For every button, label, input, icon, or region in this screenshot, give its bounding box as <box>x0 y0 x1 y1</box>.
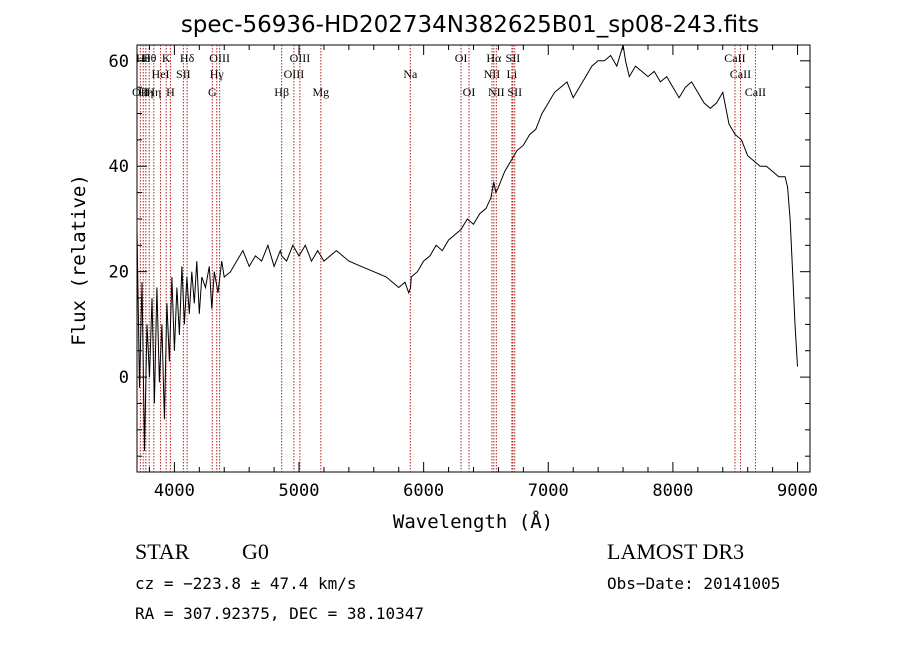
spectral-line-label: NII <box>488 85 505 99</box>
spectral-line-label: Li <box>507 67 518 81</box>
x-axis-label: Wavelength (Å) <box>393 510 553 533</box>
spectral-line-markers <box>139 45 756 472</box>
spectral-line-label: OIII <box>290 51 311 65</box>
y-tick-label: 20 <box>109 263 129 283</box>
spectral-line-label: CaII <box>730 67 751 81</box>
spectral-line-label: SII <box>176 67 191 81</box>
x-tick-label: 8000 <box>652 481 693 501</box>
x-tick-label: 5000 <box>279 481 320 501</box>
y-axis-label: Flux (relative) <box>68 174 90 346</box>
object-subclass: G0 <box>242 539 269 564</box>
spectral-line-label: OIII <box>209 51 230 65</box>
spectral-line-label: OII <box>132 85 149 99</box>
spectral-line-label: Hδ <box>180 51 195 65</box>
spectral-line-label: Hη <box>138 85 153 99</box>
spectral-line-label: SII <box>507 85 522 99</box>
x-tick-label: 9000 <box>777 481 818 501</box>
spectral-line-label: CaII <box>724 51 745 65</box>
chart-title: spec-56936-HD202734N382625B01_sp08-243.f… <box>181 12 759 38</box>
object-class: STAR <box>135 539 190 564</box>
x-tick-label: 7000 <box>528 481 569 501</box>
coordinates: RA = 307.92375, DEC = 38.10347 <box>135 604 424 623</box>
spectral-line-label: Hα <box>486 51 502 65</box>
spectral-line-label: Mg <box>312 85 329 99</box>
spectral-line-label: Hθ <box>142 51 157 65</box>
observation-date: Obs−Date: 20141005 <box>607 574 780 593</box>
spectral-line-label: K <box>162 51 171 65</box>
spectral-line-label: NII <box>484 67 501 81</box>
y-axis-ticks: 0 20 40 60 <box>109 52 810 457</box>
spectrum-line <box>136 44 798 451</box>
y-tick-label: 40 <box>109 157 129 177</box>
x-tick-label: 6000 <box>403 481 444 501</box>
survey-label: LAMOST DR3 <box>607 539 744 564</box>
spectral-line-label: H <box>166 85 175 99</box>
x-axis-ticks: 4000 5000 6000 7000 8000 9000 <box>148 45 818 501</box>
spectral-line-label: CaII <box>745 85 766 99</box>
redshift-cz: cz = −223.8 ± 47.4 km/s <box>135 574 357 593</box>
spectral-line-label: OIII <box>284 67 305 81</box>
spectral-line-label: OI <box>455 51 468 65</box>
spectral-line-label: OI <box>463 85 476 99</box>
x-tick-label: 4000 <box>154 481 195 501</box>
spectral-line-label: SII <box>506 51 521 65</box>
spectral-line-label: Hβ <box>274 85 289 99</box>
spectral-line-label: Hγ <box>210 67 225 81</box>
spectral-line-label: G <box>208 85 217 99</box>
y-tick-label: 60 <box>109 52 129 72</box>
spectral-line-label: Na <box>403 67 418 81</box>
spectral-line-labels: OIIHθHηHθHηHeIKHSIIHδGHγOIIIHβOIIIOIIIMg… <box>132 51 766 99</box>
spectral-line-label: HeI <box>152 67 170 81</box>
spectral-line-label: Hθ <box>136 51 151 65</box>
y-tick-label: 0 <box>119 368 129 388</box>
spectral-line-label: Hη <box>146 85 161 99</box>
